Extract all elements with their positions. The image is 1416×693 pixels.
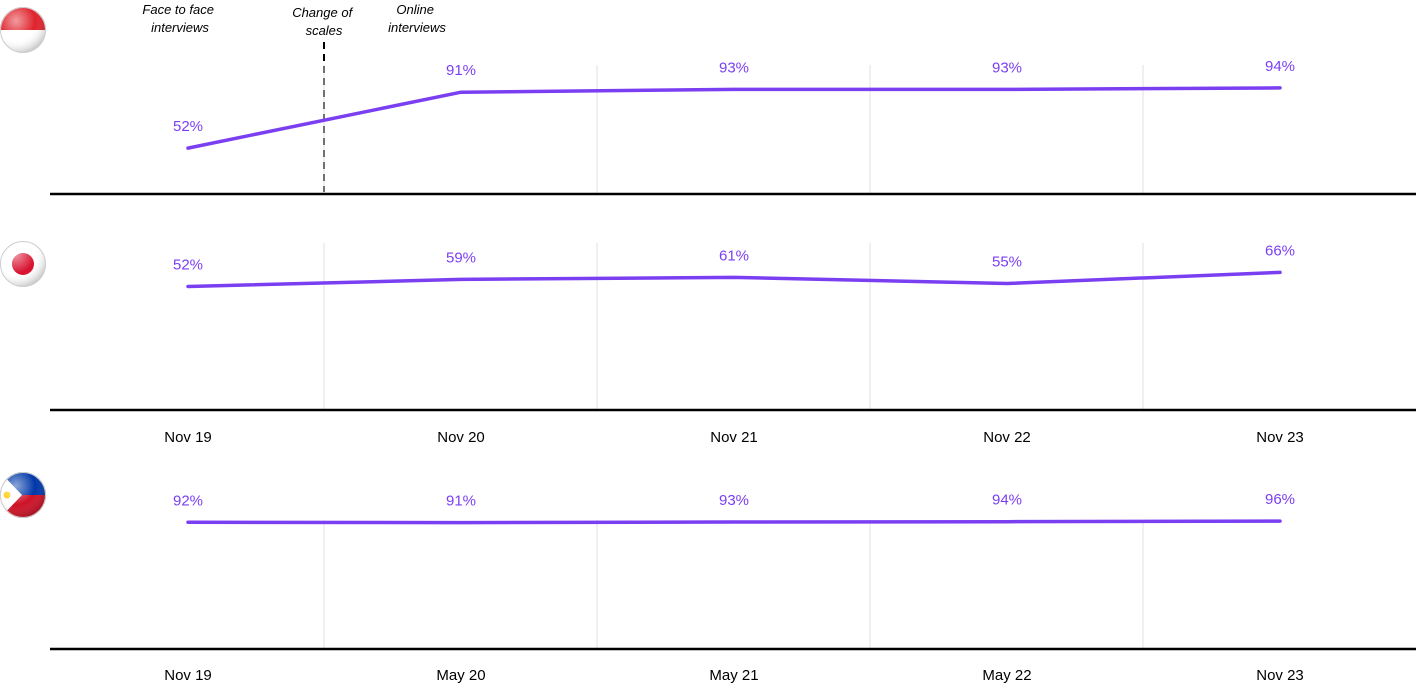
annotation-change-of-scales-line2: scales: [306, 23, 343, 38]
chart2-tick-label-4: Nov 22: [983, 429, 1031, 446]
charts-layer: 52% 91% 93% 93% 94% 52% 59% 61% 55% 66% Nov 19 Nov …: [50, 58, 1416, 684]
chart3-tick-label-2: May 20: [436, 667, 485, 684]
annotation-online-line1: Online: [396, 2, 434, 17]
chart2-tick-label-2: Nov 20: [437, 429, 485, 446]
chart2-series-line: [186, 270, 1282, 289]
chart3-data-label-2: 91%: [446, 493, 476, 510]
annotation-online: Online interviews: [388, 2, 446, 35]
chart1-data-label-1: 52%: [173, 118, 203, 135]
annotation-face-to-face-line1: Face to face: [142, 2, 214, 17]
chart2-tick-label-1: Nov 19: [164, 429, 212, 446]
chart3-data-label-4: 94%: [992, 492, 1022, 509]
chart2-data-label-4: 55%: [992, 254, 1022, 271]
japan-flag-icon: [0, 241, 46, 287]
chart3-tick-label-4: May 22: [982, 667, 1031, 684]
chart1-data-label-3: 93%: [719, 59, 749, 76]
chart3-data-label-1: 92%: [173, 492, 203, 509]
annotation-change-of-scales: Change of scales: [292, 5, 356, 38]
annotation-change-of-scales-line1: Change of: [292, 5, 353, 20]
chart3-data-label-5: 96%: [1265, 491, 1295, 508]
chart2-data-label-1: 52%: [173, 257, 203, 274]
chart3-data-label-3: 93%: [719, 492, 749, 509]
chart1-data-label-4: 93%: [992, 59, 1022, 76]
chart2-data-label-2: 59%: [446, 249, 476, 266]
annotation-online-line2: interviews: [388, 20, 446, 35]
chart1-data-label-2: 91%: [446, 62, 476, 79]
chart3-tick-label-1: Nov 19: [164, 667, 212, 684]
chart2-tick-label-3: Nov 21: [710, 429, 758, 446]
chart1-data-label-5: 94%: [1265, 58, 1295, 75]
annotation-face-to-face: Face to face interviews: [142, 2, 217, 35]
chart2-data-label-3: 61%: [719, 247, 749, 264]
chart2-data-label-5: 66%: [1265, 242, 1295, 259]
chart1-series-line: [186, 86, 1282, 150]
chart3-tick-label-5: Nov 23: [1256, 667, 1304, 684]
indonesia-flag-icon: [0, 7, 46, 53]
chart3-tick-label-3: May 21: [709, 667, 758, 684]
chart2-tick-label-5: Nov 23: [1256, 429, 1304, 446]
chart3-series-line: [186, 519, 1282, 525]
annotation-face-to-face-line2: interviews: [151, 20, 209, 35]
philippines-flag-icon: [0, 472, 46, 518]
